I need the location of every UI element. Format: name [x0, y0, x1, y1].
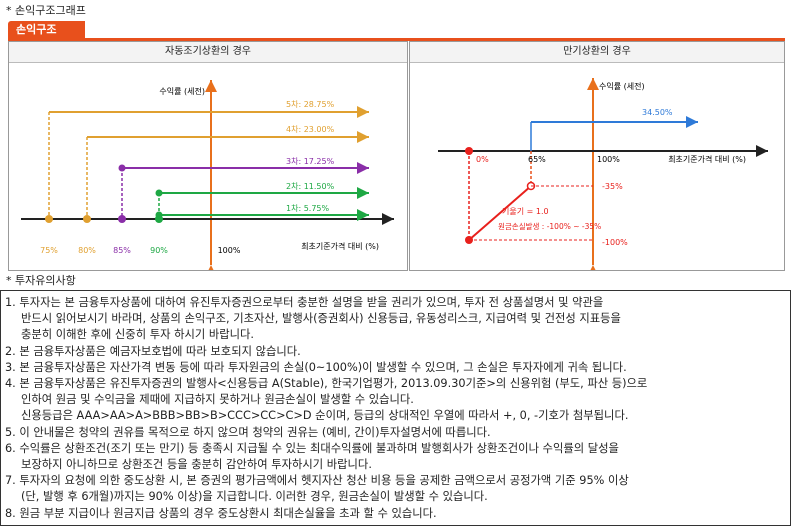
- notice-8: 8. 원금 부분 지급이나 원금지급 상품의 경우 중도상환시 최대손실율을 초…: [5, 506, 437, 520]
- y-axis-label: 수익률 (세전): [599, 81, 645, 91]
- x-tick-65: 65%: [528, 155, 546, 164]
- x-tick-80: 80%: [78, 246, 96, 255]
- notice-6-cont-1: 보장하지 아니하므로 상환조건 등을 충분히 감안하여 투자하시기 바랍니다.: [21, 458, 372, 472]
- section-title-payoff: * 손익구조그래프: [6, 4, 86, 17]
- notice-3: 3. 본 금융투자상품은 자산가격 변동 등에 따라 투자원금의 손실(0~10…: [5, 360, 627, 374]
- level-4-label: 4차: 23.00%: [286, 125, 335, 134]
- loss-note: 원금손실발생 : -100% ~ -35%: [498, 221, 601, 231]
- notice-4-cont-2: 신용등급은 AAA>AA>A>BBB>BB>B>CCC>CC>C>D 순이며, …: [21, 409, 629, 423]
- level-2-label: 2차: 11.50%: [286, 182, 335, 191]
- x-tick-100: 100%: [218, 246, 241, 255]
- x-tick-75: 75%: [40, 246, 58, 255]
- notice-7: 7. 투자자의 요청에 의한 중도상환 시, 본 증권의 평가금액에서 헷지자산…: [5, 474, 629, 488]
- notice-1: 1. 투자자는 본 금융투자상품에 대하여 유진투자증권으로부터 충분한 설명을…: [5, 296, 604, 309]
- x-tick-85: 85%: [113, 246, 131, 255]
- maturity-panel: 만기상환의 경우 수익률 (세전) 최초기준가격 대비 (%) 34.50% 0…: [409, 41, 785, 271]
- level-2-top-point: [155, 189, 163, 197]
- loss-bottom-label: -100%: [602, 238, 628, 247]
- notice-6: 6. 수익률은 상환조건(조기 또는 만기) 등 충족시 지급될 수 있는 최대…: [5, 441, 619, 455]
- x-tick-100: 100%: [597, 155, 620, 164]
- x-axis-label: 최초기준가격 대비 (%): [301, 241, 379, 251]
- x-tick-90: 90%: [150, 246, 168, 255]
- notice-4: 4. 본 금융투자상품은 유진투자증권의 발행사<신용등급 A(Stable),…: [5, 377, 648, 391]
- loss-top-label: -35%: [602, 182, 623, 191]
- notice-1-cont-2: 충분히 이해한 후에 신중히 투자 하시기 바랍니다.: [21, 328, 255, 342]
- maturity-title: 만기상환의 경우: [410, 42, 784, 63]
- notice-7-cont-1: (단, 발행 후 6개월)까지는 90% 이상)을 지급합니다. 이러한 경우,…: [21, 490, 488, 504]
- level-1-axis-point: [155, 215, 163, 223]
- y-axis-label: 수익률 (세전): [159, 86, 205, 96]
- level-3-label: 3차: 17.25%: [286, 157, 335, 166]
- loss-slope-line: [468, 185, 532, 241]
- gain-label: 34.50%: [642, 108, 673, 117]
- level-1-label: 1차: 5.75%: [286, 204, 330, 213]
- x-tick-0: 0%: [476, 155, 489, 164]
- x-axis-label: 최초기준가격 대비 (%): [668, 154, 746, 164]
- notice-1-cont-1: 반드시 읽어보시기 바라며, 상품의 손익구조, 기초자산, 발행사(증권회사)…: [21, 312, 621, 326]
- investment-notice-box: 1. 투자자는 본 금융투자상품에 대하여 유진투자증권으로부터 충분한 설명을…: [0, 290, 791, 526]
- auto-redemption-chart: 수익률 (세전) 최초기준가격 대비 (%) 5차: 28.75% 4차: 23…: [21, 80, 394, 270]
- level-3-top-point: [118, 164, 126, 172]
- notice-5: 5. 이 안내물은 청약의 권유를 목적으로 하지 않으며 청약의 권유는 (예…: [5, 425, 491, 439]
- level-4-point: [83, 215, 91, 223]
- auto-redemption-title: 자동조기상환의 경우: [9, 42, 407, 63]
- section-title-notice: * 투자유의사항: [6, 274, 76, 287]
- level-5-point: [45, 215, 53, 223]
- notice-4-cont-1: 인하여 원금 및 수익금을 제때에 지급하지 못하거나 원금손실이 발생할 수 …: [21, 393, 414, 407]
- level-3-point: [118, 215, 126, 223]
- payoff-tab: 손익구조: [8, 21, 85, 39]
- maturity-chart: 수익률 (세전) 최초기준가격 대비 (%) 34.50% 0% 65% 100…: [438, 78, 768, 270]
- zero-point: [465, 147, 473, 155]
- notice-2: 2. 본 금융투자상품은 예금자보호법에 따라 보호되지 않습니다.: [5, 344, 301, 358]
- auto-redemption-panel: 자동조기상환의 경우 수익률 (세전) 최초기준가격 대비 (%) 5차: 28…: [8, 41, 408, 271]
- level-5-label: 5차: 28.75%: [286, 100, 335, 109]
- tab-divider: [8, 38, 785, 41]
- slope-label: 기울기 = 1.0: [502, 207, 549, 216]
